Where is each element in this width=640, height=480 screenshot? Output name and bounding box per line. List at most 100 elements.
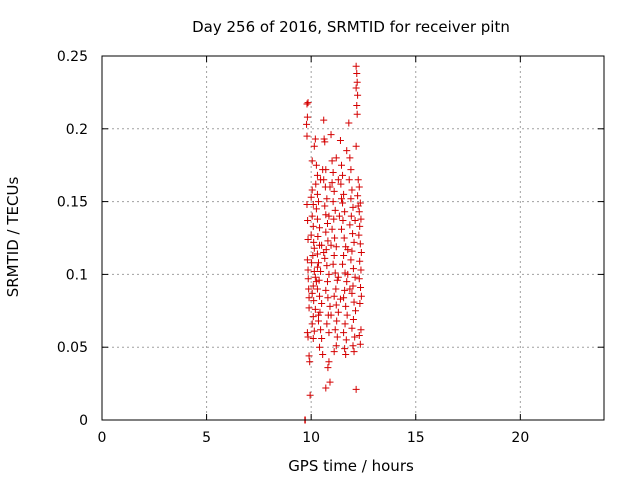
data-point bbox=[317, 326, 325, 334]
data-point bbox=[304, 217, 312, 225]
data-point bbox=[346, 285, 354, 293]
data-point bbox=[318, 241, 326, 249]
data-point bbox=[323, 219, 331, 227]
data-point bbox=[341, 208, 349, 216]
data-point bbox=[325, 212, 333, 220]
x-tick-label: 15 bbox=[407, 430, 425, 446]
data-point bbox=[326, 183, 334, 191]
data-point bbox=[357, 326, 365, 334]
data-point bbox=[340, 234, 348, 242]
data-point bbox=[347, 166, 355, 174]
data-point bbox=[317, 176, 325, 184]
data-point bbox=[318, 300, 326, 308]
data-point bbox=[303, 201, 311, 209]
data-point bbox=[354, 91, 362, 99]
data-point bbox=[316, 343, 324, 351]
data-point bbox=[308, 259, 316, 267]
data-point bbox=[340, 190, 348, 198]
data-point bbox=[356, 340, 364, 348]
y-tick-label: 0.25 bbox=[57, 49, 88, 65]
data-point bbox=[327, 131, 335, 139]
data-point bbox=[310, 142, 318, 150]
data-point bbox=[332, 285, 340, 293]
data-point bbox=[316, 292, 324, 300]
data-point bbox=[341, 345, 349, 353]
data-point bbox=[356, 240, 364, 248]
tick-labels: 0 5 10 15 20 0 0.05 0.1 0.15 0.2 0.25 bbox=[57, 49, 529, 446]
data-point bbox=[346, 154, 354, 162]
data-point bbox=[306, 358, 314, 366]
data-point bbox=[323, 278, 331, 286]
data-point bbox=[336, 136, 344, 144]
data-point bbox=[348, 186, 356, 194]
chart-title: Day 256 of 2016, SRMTID for receiver pit… bbox=[192, 18, 510, 36]
data-point bbox=[352, 385, 360, 393]
data-point bbox=[329, 260, 337, 268]
data-point bbox=[330, 251, 338, 259]
data-point bbox=[332, 243, 340, 251]
data-point bbox=[306, 391, 314, 399]
data-point bbox=[354, 202, 362, 210]
data-point bbox=[330, 348, 338, 356]
data-point bbox=[305, 304, 313, 312]
data-point bbox=[312, 278, 320, 286]
data-point bbox=[339, 171, 347, 179]
data-point bbox=[341, 320, 349, 328]
data-point bbox=[318, 334, 326, 342]
data-point bbox=[322, 286, 330, 294]
data-point bbox=[351, 333, 359, 341]
data-point bbox=[304, 266, 312, 274]
data-point bbox=[312, 205, 320, 213]
data-point bbox=[334, 308, 342, 316]
data-point bbox=[305, 352, 313, 360]
data-point bbox=[350, 348, 358, 356]
data-point bbox=[320, 116, 328, 124]
data-point bbox=[310, 297, 318, 305]
data-point bbox=[316, 224, 324, 232]
data-point bbox=[347, 256, 355, 264]
data-point bbox=[324, 294, 332, 302]
data-point bbox=[349, 282, 357, 290]
data-point bbox=[332, 301, 340, 309]
data-point bbox=[327, 241, 335, 249]
data-point bbox=[311, 135, 319, 143]
data-point bbox=[322, 384, 330, 392]
data-point bbox=[308, 289, 316, 297]
data-point bbox=[309, 313, 317, 321]
data-point bbox=[352, 307, 360, 315]
data-point bbox=[324, 237, 332, 245]
data-point bbox=[313, 215, 321, 223]
data-point bbox=[321, 138, 329, 146]
data-point bbox=[355, 208, 363, 216]
data-point bbox=[343, 147, 351, 155]
data-points bbox=[301, 62, 365, 424]
data-point bbox=[320, 135, 328, 143]
data-point bbox=[314, 259, 322, 267]
x-tick-label: 20 bbox=[511, 430, 529, 446]
data-point bbox=[349, 316, 357, 324]
data-point bbox=[331, 269, 339, 277]
data-point bbox=[355, 183, 363, 191]
data-point bbox=[354, 192, 362, 200]
data-point bbox=[323, 320, 331, 328]
data-point bbox=[309, 201, 317, 209]
data-point bbox=[337, 195, 345, 203]
data-point bbox=[323, 262, 331, 270]
data-point bbox=[349, 230, 357, 238]
data-point bbox=[313, 190, 321, 198]
data-point bbox=[334, 176, 342, 184]
data-point bbox=[343, 311, 351, 319]
data-point bbox=[343, 278, 351, 286]
data-point bbox=[324, 364, 332, 372]
data-point bbox=[308, 320, 316, 328]
data-point bbox=[357, 249, 365, 257]
data-point bbox=[346, 221, 354, 229]
data-point bbox=[351, 217, 359, 225]
data-point bbox=[352, 142, 360, 150]
data-point bbox=[352, 62, 360, 70]
data-point bbox=[305, 294, 313, 302]
data-point bbox=[313, 250, 321, 258]
axis-ticks bbox=[101, 55, 604, 421]
data-point bbox=[350, 238, 358, 246]
data-point bbox=[305, 285, 313, 293]
